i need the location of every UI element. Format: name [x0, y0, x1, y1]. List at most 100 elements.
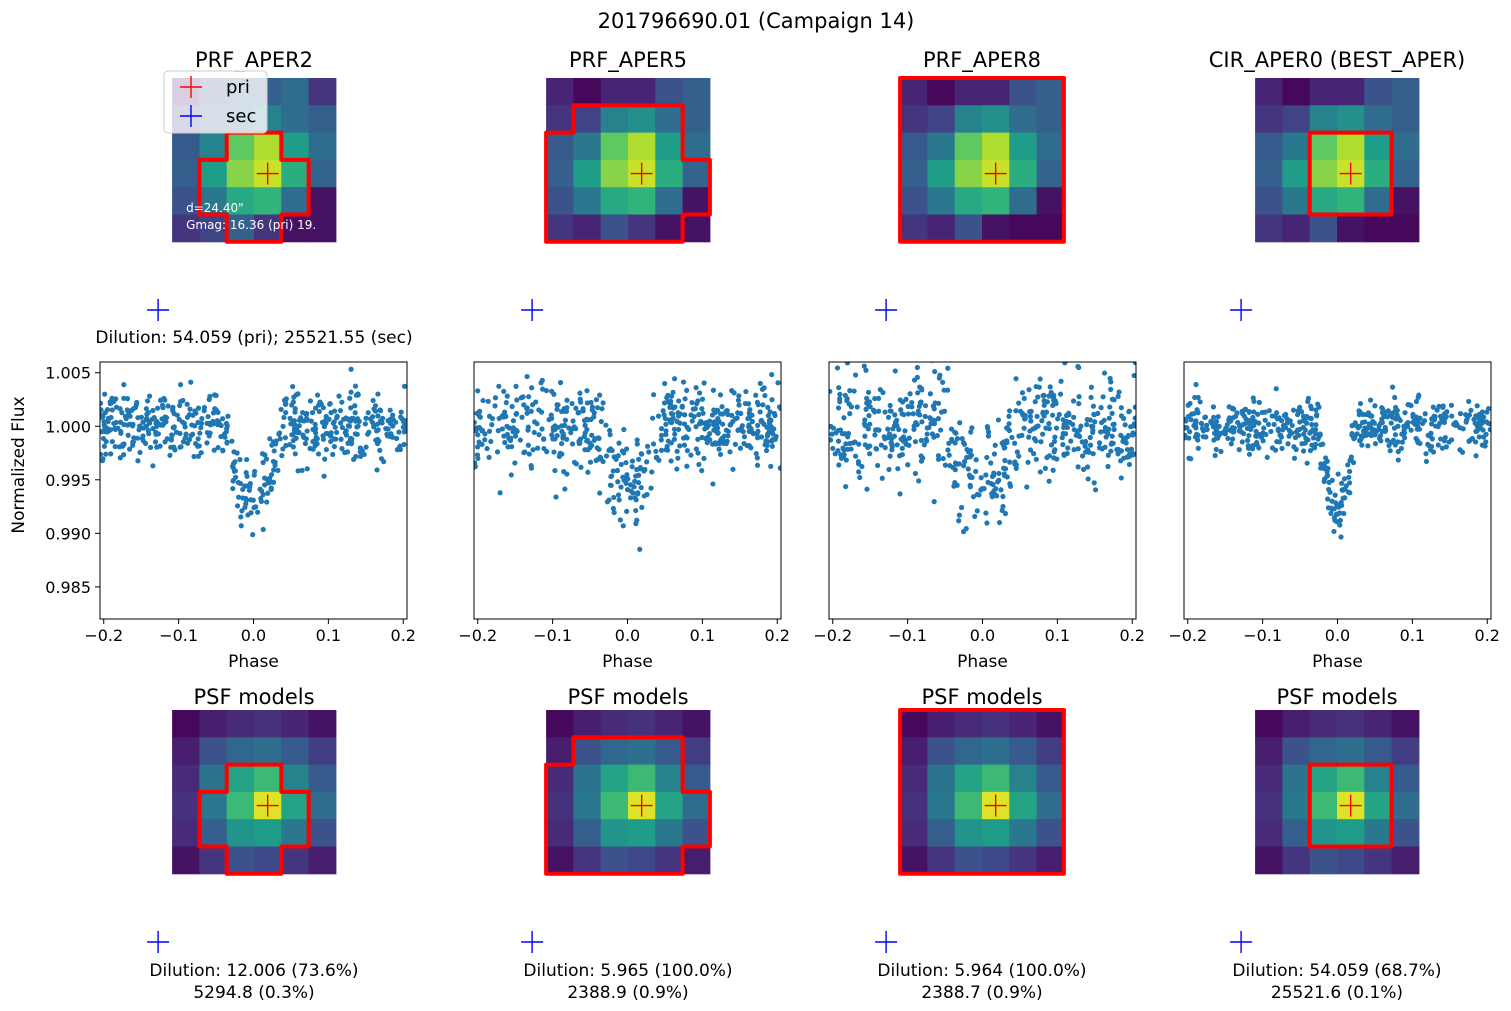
psf-stamp-pixel [199, 764, 228, 793]
data-point [1307, 415, 1313, 421]
data-point [312, 421, 318, 428]
target-stamp-pixel [308, 159, 337, 188]
psf-stamp-pixel [1391, 846, 1420, 875]
data-point [374, 467, 380, 473]
data-point [769, 443, 775, 449]
data-point [100, 400, 104, 406]
data-point [587, 459, 594, 465]
target-stamp-pixel [600, 78, 629, 106]
psf-stamp-pixel [1036, 764, 1065, 793]
psf-stamp-pixel [982, 737, 1010, 766]
data-point [1359, 442, 1365, 448]
psf-stamp-pixel [546, 764, 574, 793]
data-point [270, 458, 276, 465]
data-point [1341, 510, 1347, 517]
data-point [557, 380, 564, 386]
data-point [945, 447, 951, 453]
data-point [581, 417, 588, 424]
x-tick-label: −0.2 [84, 626, 123, 645]
data-point [1442, 434, 1448, 441]
target-stamp-pixel [900, 78, 928, 106]
data-point [568, 430, 574, 436]
data-point [1002, 457, 1008, 464]
psf-secondary-marker [1230, 931, 1253, 953]
data-point [1390, 414, 1396, 421]
legend-label: sec [226, 106, 256, 127]
data-point [1100, 394, 1106, 400]
data-point [1366, 421, 1372, 427]
data-point [513, 410, 520, 417]
data-point [1297, 404, 1303, 410]
data-point [1335, 511, 1341, 517]
data-point [484, 445, 490, 452]
target-stamp-pixel [655, 78, 684, 106]
data-point [876, 408, 882, 414]
data-point [551, 449, 557, 455]
data-point [1125, 432, 1132, 439]
target-stamp-aperture [197, 130, 311, 244]
data-point [623, 480, 629, 486]
data-point [1265, 421, 1272, 427]
data-point [677, 443, 683, 449]
psf-stamp-pixel [954, 764, 983, 793]
data-point [1256, 420, 1262, 426]
target-stamp-pixel [1391, 78, 1420, 106]
data-point [1002, 510, 1009, 517]
data-point [843, 483, 849, 490]
data-point [1013, 376, 1019, 382]
data-point [634, 441, 640, 447]
data-point [100, 413, 106, 420]
data-point [720, 421, 726, 427]
target-stamp-pixel [199, 214, 228, 243]
data-point [852, 439, 858, 445]
data-point [871, 407, 877, 413]
data-point [334, 415, 340, 421]
data-point [1346, 474, 1352, 480]
data-point [539, 426, 545, 432]
data-point [1328, 510, 1334, 517]
target-stamp-pixel [1036, 105, 1065, 134]
data-point [197, 430, 203, 436]
data-point [312, 405, 319, 411]
target-stamp-pixel [927, 214, 956, 243]
data-point [700, 410, 706, 416]
data-point [699, 468, 705, 474]
data-point [112, 425, 118, 431]
data-point [251, 505, 257, 511]
data-point [528, 465, 535, 471]
psf-stamp-pixel [682, 791, 711, 820]
data-point [1315, 436, 1321, 442]
data-point [1254, 442, 1260, 448]
data-point [332, 424, 338, 430]
data-point [1269, 445, 1276, 451]
data-point [945, 365, 951, 371]
data-point [100, 458, 106, 464]
data-point [895, 466, 901, 472]
psf-stamp-pixel [600, 819, 629, 847]
data-point [480, 397, 486, 404]
data-point [674, 448, 680, 454]
data-point [1013, 408, 1019, 414]
data-point [196, 443, 202, 449]
data-point [1090, 427, 1096, 434]
data-point [518, 395, 524, 401]
psf-stamp-pixel [600, 846, 629, 875]
data-point [1249, 446, 1256, 452]
legend-marker-pri [180, 76, 202, 98]
data-point [614, 467, 621, 474]
data-point [890, 426, 896, 432]
data-point [1487, 427, 1491, 433]
data-point [184, 414, 191, 420]
data-point [1473, 453, 1479, 459]
psf-stamp-pixel [900, 791, 928, 820]
data-point [896, 426, 902, 433]
data-point [861, 421, 868, 427]
data-point [725, 428, 731, 435]
data-point [737, 445, 744, 451]
data-point [1405, 420, 1411, 426]
data-point [260, 526, 266, 533]
psf-stamp-pixel [1309, 710, 1338, 738]
data-point [282, 435, 289, 441]
psf-stamp-pixel [1309, 737, 1338, 766]
